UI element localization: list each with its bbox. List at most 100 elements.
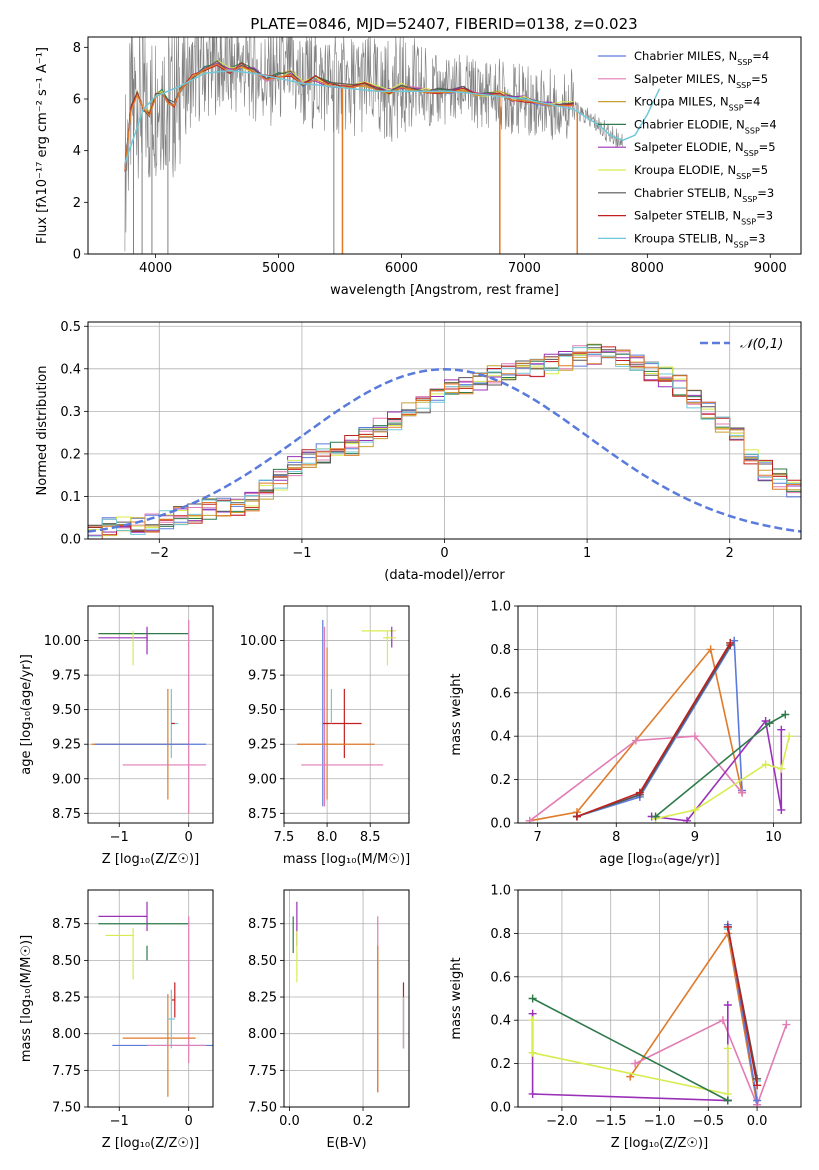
plus-marker bbox=[635, 788, 644, 797]
y-axis-label: mass weight bbox=[449, 957, 464, 1039]
legend-label-sub: SSP bbox=[741, 217, 756, 226]
legend-label: Chabrier STELIB, NSSP=3 bbox=[634, 186, 774, 204]
legend-label-suffix: =4 bbox=[752, 49, 769, 63]
legend-label-suffix: =5 bbox=[751, 163, 768, 177]
x-axis-label: Z [log₁₀(Z/Z☉)] bbox=[102, 1136, 199, 1151]
y-tick-label: 0.8 bbox=[490, 643, 511, 658]
y-tick-label: 9.50 bbox=[248, 703, 277, 718]
errorbar-point bbox=[98, 901, 148, 932]
x-tick-label: 7 bbox=[534, 830, 542, 845]
legend-label-text: Salpeter STELIB, N bbox=[634, 209, 741, 223]
legend: Chabrier MILES, N SSP =4 Salpeter MILES, NS… bbox=[598, 49, 777, 249]
legend-label-text: Kroupa ELODIE, N bbox=[634, 163, 736, 177]
spectrum-panel: 4000 5000 6000 7000 8000 9000 0 2 4 6 8 wavelength … bbox=[35, 36, 802, 298]
weight-line bbox=[576, 642, 731, 818]
weight-vs-Z-panel: −2.0 −1.5 −1.0 −0.5 0.0 0.0 0.2 0.4 0.6 0.8 1.0 Z [… bbox=[449, 884, 802, 1151]
legend-label-suffix: =4 bbox=[760, 117, 777, 131]
weight-line bbox=[529, 647, 743, 822]
model-line-stelib bbox=[124, 69, 661, 164]
histogram-step bbox=[88, 349, 801, 539]
x-tick-label: 5000 bbox=[262, 261, 295, 276]
legend-label: Salpeter MILES, NSSP=5 bbox=[634, 72, 768, 90]
legend-label: Kroupa MILES, NSSP=4 bbox=[634, 95, 760, 113]
legend-label-sub: SSP bbox=[734, 240, 749, 249]
plus-marker bbox=[785, 732, 794, 741]
y-tick-label: 0.6 bbox=[490, 970, 511, 985]
legend-label-sub: SSP bbox=[729, 103, 744, 112]
age-vs-Z-plot-area bbox=[91, 619, 207, 814]
plus-marker bbox=[777, 805, 786, 814]
y-tick-label: 6 bbox=[73, 93, 81, 108]
x-tick-label: 0 bbox=[185, 830, 193, 845]
legend-label: Chabrier ELODIE, NSSP=4 bbox=[634, 117, 777, 135]
y-tick-label: 8.25 bbox=[52, 991, 81, 1006]
mass-vs-EBV-plot-area bbox=[292, 901, 405, 1093]
x-tick-label: 0 bbox=[440, 546, 448, 561]
plus-marker bbox=[706, 645, 715, 654]
axes-frame bbox=[283, 889, 410, 1108]
x-tick-label: 9 bbox=[691, 830, 699, 845]
age-vs-mass-plot-area bbox=[296, 619, 397, 807]
mass-vs-Z-plot-area bbox=[98, 901, 213, 1097]
legend-label: Salpeter ELODIE, NSSP=5 bbox=[634, 140, 776, 158]
x-tick-label: 1 bbox=[583, 546, 591, 561]
y-tick-label: 0 bbox=[73, 248, 81, 263]
y-tick-label: 0.0 bbox=[490, 817, 511, 832]
x-tick-label: 8 bbox=[612, 830, 620, 845]
plus-marker bbox=[738, 788, 747, 797]
plus-marker bbox=[528, 1016, 537, 1025]
weight-line bbox=[576, 644, 731, 818]
weight-line bbox=[531, 1020, 729, 1095]
x-axis-label: E(B-V) bbox=[326, 1136, 366, 1151]
x-tick-label: 6000 bbox=[385, 261, 418, 276]
legend-label-sub: SSP bbox=[742, 194, 757, 203]
x-tick-label: 0.0 bbox=[279, 1114, 300, 1129]
y-tick-label: 8 bbox=[73, 41, 81, 56]
legend-label-text: Chabrier ELODIE, N bbox=[634, 117, 745, 131]
y-axis-label: age [log₁₀(age/yr)] bbox=[19, 654, 34, 775]
y-tick-label: 9.75 bbox=[248, 669, 277, 684]
weight-vs-Z-plot-area bbox=[528, 920, 791, 1107]
y-tick-label: 0.8 bbox=[490, 927, 511, 942]
x-tick-label: 10 bbox=[765, 830, 782, 845]
legend-label-suffix: =3 bbox=[757, 186, 774, 200]
weight-vs-age-plot-area bbox=[525, 636, 794, 823]
spectrum-plot-area bbox=[124, 37, 661, 254]
plus-marker bbox=[690, 805, 699, 814]
y-tick-label: 9.00 bbox=[248, 772, 277, 787]
figure-title: PLATE=0846, MJD=52407, FIBERID=0138, z=0… bbox=[250, 15, 637, 33]
x-axis-label: (data-model)/error bbox=[384, 568, 505, 583]
legend-label-sub: SSP bbox=[736, 80, 751, 89]
plus-marker bbox=[723, 1044, 732, 1053]
y-tick-label: 9.00 bbox=[52, 772, 81, 787]
axes-frame bbox=[87, 889, 214, 1108]
weight-line bbox=[629, 931, 758, 1105]
plus-marker bbox=[528, 1089, 537, 1098]
x-tick-label: 4000 bbox=[139, 261, 172, 276]
plus-marker bbox=[782, 1020, 791, 1029]
x-tick-label: −0.5 bbox=[693, 1114, 725, 1129]
axes-frame bbox=[87, 605, 214, 824]
y-tick-label: 7.50 bbox=[248, 1101, 277, 1116]
plus-marker bbox=[651, 812, 660, 821]
axes-frame bbox=[87, 36, 802, 255]
histogram-plot-area bbox=[88, 343, 801, 539]
legend-label-sub: SSP bbox=[736, 172, 751, 181]
y-tick-label: 1.0 bbox=[490, 884, 511, 899]
histogram-step bbox=[88, 353, 801, 539]
legend-label-suffix: =5 bbox=[751, 72, 768, 86]
y-tick-label: 0.2 bbox=[60, 447, 81, 462]
y-tick-label: 10.00 bbox=[44, 634, 81, 649]
errorbar-point bbox=[322, 688, 362, 759]
weight-vs-age-panel: 7 8 9 10 0.0 0.2 0.4 0.6 0.8 1.0 age [log₁₀(age/yr… bbox=[449, 600, 802, 867]
legend-label-text: Chabrier MILES, N bbox=[634, 49, 737, 63]
weight-line bbox=[532, 997, 729, 1102]
weight-line bbox=[576, 642, 731, 818]
x-axis-label: Z [log₁₀(Z/Z☉)] bbox=[611, 1136, 708, 1151]
plus-marker bbox=[528, 994, 537, 1003]
axes-frame bbox=[517, 605, 802, 824]
histogram-step bbox=[88, 347, 801, 531]
weight-line bbox=[655, 736, 790, 820]
y-tick-label: 7.75 bbox=[52, 1064, 81, 1079]
